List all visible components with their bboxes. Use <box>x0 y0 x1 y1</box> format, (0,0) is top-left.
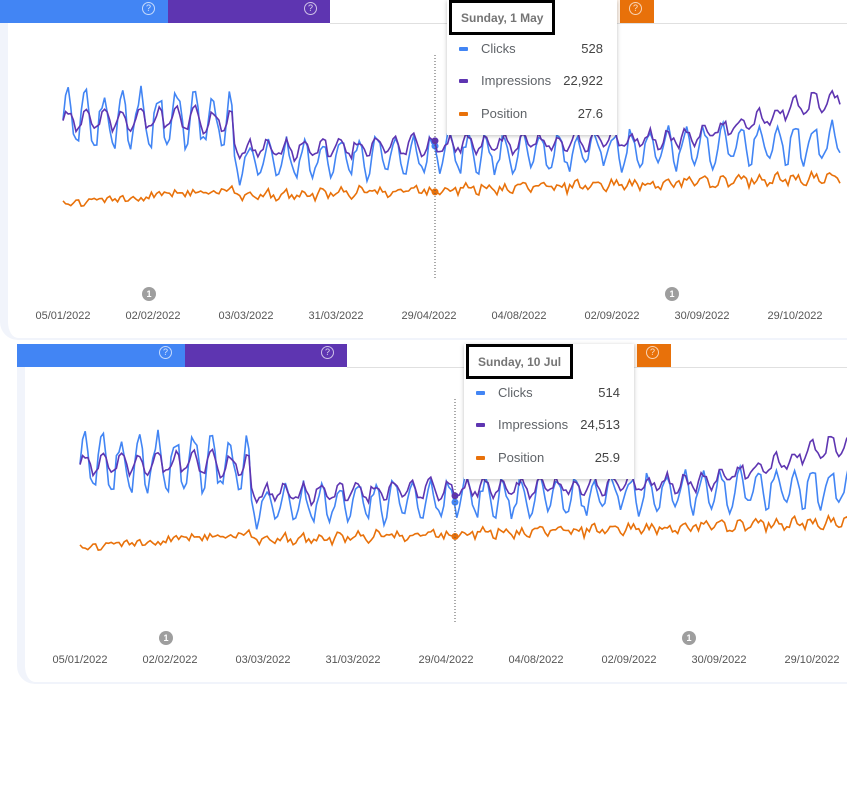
x-axis-label: 30/09/2022 <box>674 310 730 322</box>
x-axis-label: 05/01/2022 <box>52 654 108 666</box>
tooltip-row-impressions: Impressions 24,513 <box>476 417 620 433</box>
x-axis-label: 29/04/2022 <box>418 654 474 666</box>
annotation-marker[interactable]: 1 <box>682 631 696 645</box>
position-hover-point <box>451 532 459 540</box>
x-axis-label: 04/08/2022 <box>508 654 564 666</box>
tooltip-date: Sunday, 1 May <box>449 0 556 35</box>
impressions-series-line <box>79 435 847 508</box>
clicks-swatch <box>459 47 468 51</box>
position-metric-tile[interactable]: ? <box>637 344 671 367</box>
x-axis-label: 29/04/2022 <box>401 310 457 322</box>
impressions-swatch <box>459 79 468 83</box>
help-icon[interactable]: ? <box>304 2 317 15</box>
tooltip-date: Sunday, 10 Jul <box>466 344 574 379</box>
line-chart[interactable] <box>0 0 847 300</box>
help-icon[interactable]: ? <box>321 346 334 359</box>
position-hover-point <box>431 188 439 196</box>
position-swatch <box>459 112 468 116</box>
annotation-marker[interactable]: 1 <box>142 287 156 301</box>
annotation-marker[interactable]: 1 <box>159 631 173 645</box>
position-series-line <box>79 513 847 551</box>
impressions-metric-tile[interactable]: ? <box>168 0 330 23</box>
help-icon[interactable]: ? <box>142 2 155 15</box>
tooltip-row-position: Position 25.9 <box>476 450 620 466</box>
x-axis-label: 30/09/2022 <box>691 654 747 666</box>
hover-tooltip: Sunday, 1 May Clicks 528 Impressions 22,92… <box>447 0 617 135</box>
x-axis-label: 29/10/2022 <box>784 654 840 666</box>
x-axis-label: 31/03/2022 <box>308 310 364 322</box>
x-axis-label: 02/02/2022 <box>125 310 181 322</box>
help-icon[interactable]: ? <box>629 2 642 15</box>
clicks-metric-tile[interactable]: ? <box>17 344 185 367</box>
x-axis-label: 02/09/2022 <box>601 654 657 666</box>
help-icon[interactable]: ? <box>646 346 659 359</box>
x-axis-label: 31/03/2022 <box>325 654 381 666</box>
annotation-marker[interactable]: 1 <box>665 287 679 301</box>
clicks-metric-tile[interactable]: ? <box>0 0 168 23</box>
clicks-swatch <box>476 391 485 395</box>
impressions-hover-point <box>431 137 439 145</box>
x-axis-label: 02/09/2022 <box>584 310 640 322</box>
x-axis-label: 03/03/2022 <box>235 654 291 666</box>
tooltip-row-position: Position 27.6 <box>459 106 603 122</box>
tooltip-row-clicks: Clicks 528 <box>459 41 603 57</box>
impressions-swatch <box>476 423 485 427</box>
x-axis-label: 02/02/2022 <box>142 654 198 666</box>
position-metric-tile[interactable]: ? <box>620 0 654 23</box>
help-icon[interactable]: ? <box>159 346 172 359</box>
position-swatch <box>476 456 485 460</box>
tooltip-row-clicks: Clicks 514 <box>476 385 620 401</box>
performance-chart-panel: ? ? ? 1 1 05/01/2022 02/02/2022 03/03/2022… <box>0 0 847 340</box>
chart-card <box>17 344 847 684</box>
clicks-hover-point <box>451 498 459 506</box>
x-axis-label: 03/03/2022 <box>218 310 274 322</box>
x-axis-label: 04/08/2022 <box>491 310 547 322</box>
performance-chart-panel: ? ? ? 1 1 05/01/2022 02/02/2022 03/03/2022… <box>17 344 847 684</box>
line-chart[interactable] <box>17 344 847 644</box>
tooltip-row-impressions: Impressions 22,922 <box>459 73 603 89</box>
impressions-series-line <box>62 89 841 164</box>
hover-tooltip: Sunday, 10 Jul Clicks 514 Impressions 24,5… <box>464 344 634 479</box>
impressions-metric-tile[interactable]: ? <box>185 344 347 367</box>
x-axis-label: 29/10/2022 <box>767 310 823 322</box>
position-series-line <box>62 169 841 207</box>
x-axis-label: 05/01/2022 <box>35 310 91 322</box>
